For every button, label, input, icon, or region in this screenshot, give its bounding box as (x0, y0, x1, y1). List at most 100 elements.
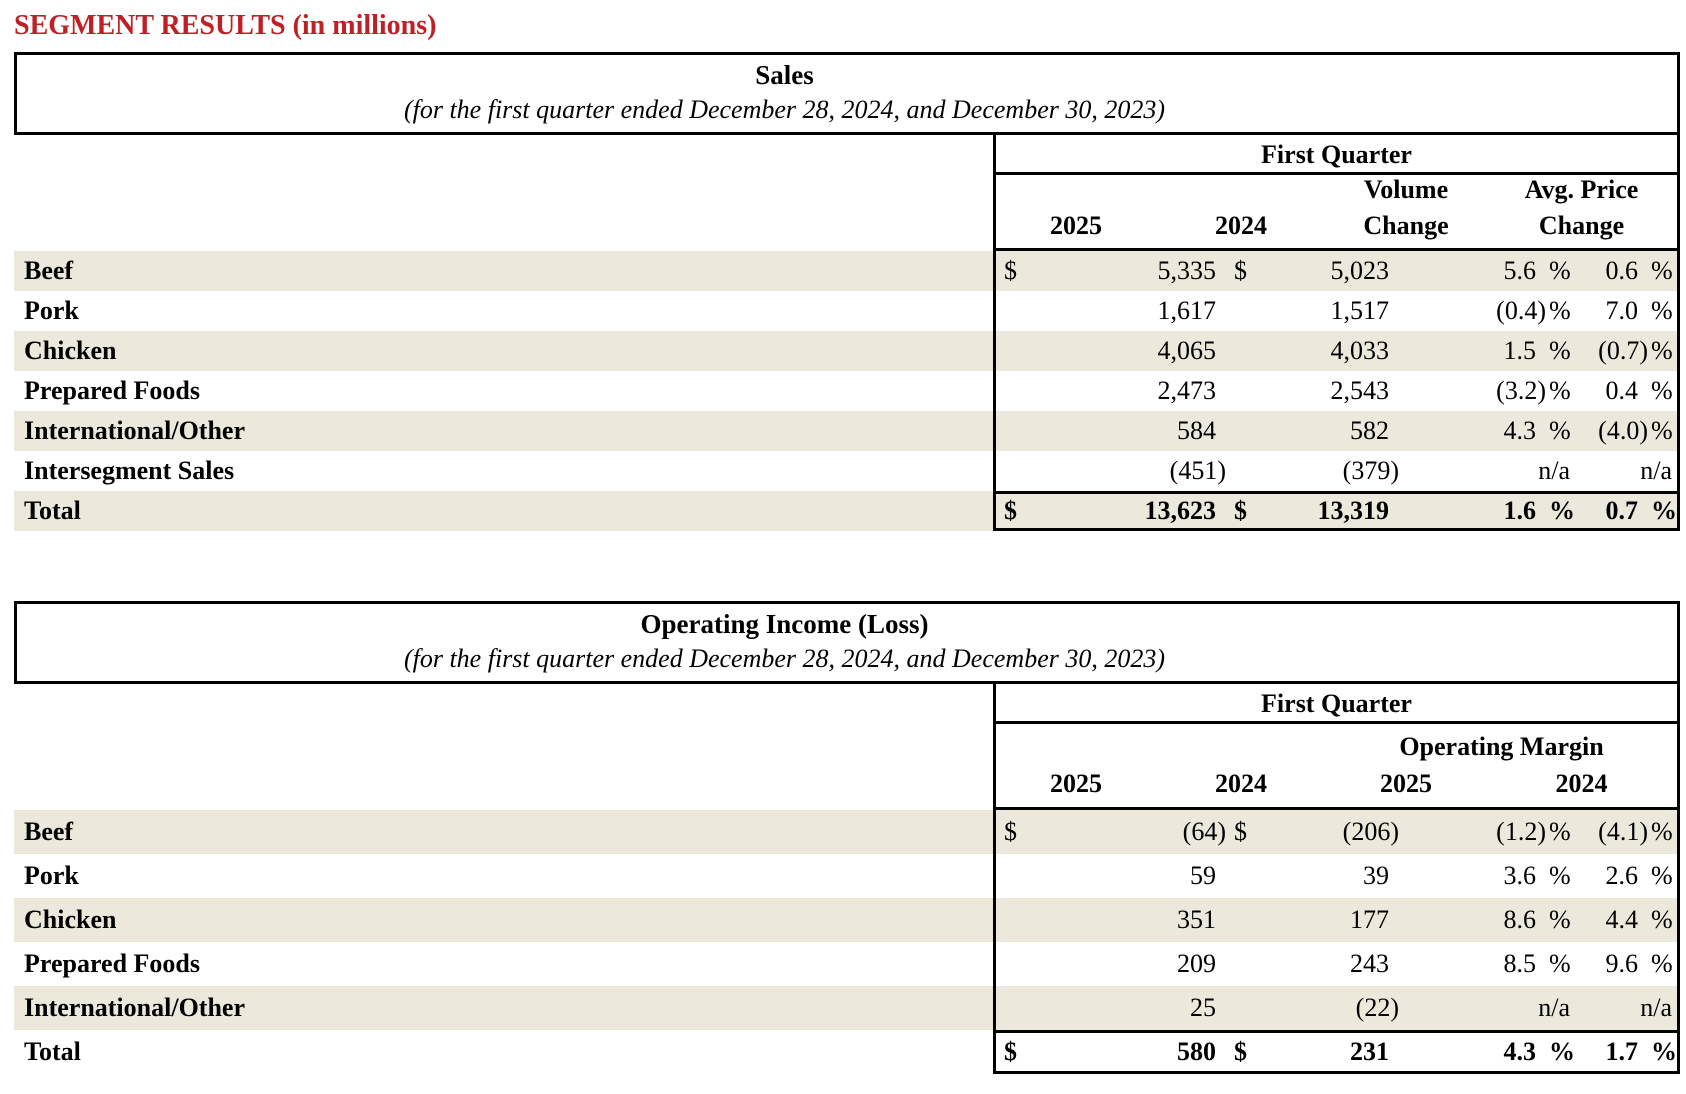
cell-value: 0.6 (1605, 256, 1639, 285)
segment-row: Beef $ (64) $ (206) (1.2)% (4.1)% (14, 810, 1680, 854)
column-header-2025-income: 2025 (1050, 769, 1102, 798)
cell-value: 2,543 (1330, 376, 1390, 405)
cell-c3: n/a (1401, 451, 1575, 491)
percent-sign: % (1549, 296, 1571, 325)
cell-c1: 4,065 (996, 331, 1228, 371)
percent-sign: % (1549, 416, 1571, 445)
operating-year-header-row: 2025 2024 2025 2024 (14, 766, 1680, 810)
cell-c2: 2,543 (1228, 371, 1401, 411)
cell-c4: 1.7% (1575, 1033, 1678, 1071)
cell-c3: (3.2)% (1401, 371, 1575, 411)
cell-c3: 3.6% (1401, 854, 1575, 898)
column-header-2025-margin: 2025 (1380, 769, 1432, 798)
cell-value: 8.6 (1503, 905, 1537, 934)
operating-income-table: Operating Income (Loss) (for the first q… (14, 601, 1680, 1074)
cell-value: 0.4 (1605, 376, 1639, 405)
row-values: (451) (379) n/a n/a (993, 451, 1680, 491)
cell-value: 0.7 (1605, 496, 1639, 525)
percent-sign: % (1549, 861, 1571, 890)
cell-value: 584 (1177, 416, 1216, 445)
segment-row: Intersegment Sales (451) (379) n/a n/a (14, 451, 1680, 491)
row-values: $5,335 $5,023 5.6% 0.6% (993, 251, 1680, 291)
cell-value: 209 (1177, 949, 1216, 978)
cell-c3: 8.6% (1401, 898, 1575, 942)
cell-c1: 25 (996, 986, 1228, 1030)
cell-c3: 8.5% (1401, 942, 1575, 986)
percent-sign: % (1651, 296, 1673, 325)
percent-sign: % (1651, 1037, 1677, 1066)
currency-symbol: $ (1234, 817, 1247, 846)
cell-value: 39 (1363, 861, 1389, 890)
percent-sign: % (1549, 817, 1571, 846)
currency-symbol: $ (1234, 1037, 1247, 1066)
cell-c4: 7.0% (1575, 291, 1677, 331)
cell-c1: 584 (996, 411, 1228, 451)
cell-value: (4.1) (1598, 817, 1648, 846)
currency-symbol: $ (1004, 1037, 1017, 1066)
currency-symbol: $ (1004, 256, 1017, 285)
row-label: Beef (24, 817, 74, 846)
segment-row: Prepared Foods 209 243 8.5% 9.6% (14, 942, 1680, 986)
cell-value: 8.5 (1503, 949, 1537, 978)
cell-c2: $5,023 (1228, 251, 1401, 291)
cell-value: 1.6 (1503, 496, 1537, 525)
first-quarter-header: First Quarter (1261, 139, 1412, 169)
cell-value: 5.6 (1503, 256, 1537, 285)
cell-value: 25 (1190, 993, 1216, 1022)
operating-margin-header: Operating Margin (1399, 732, 1604, 761)
percent-sign: % (1549, 905, 1571, 934)
cell-c4: n/a (1575, 451, 1677, 491)
segment-row: Chicken 4,065 4,033 1.5% (0.7)% (14, 331, 1680, 371)
cell-value: (0.7) (1598, 336, 1648, 365)
row-values: 2,473 2,543 (3.2)% 0.4% (993, 371, 1680, 411)
cell-c4: 9.6% (1575, 942, 1677, 986)
row-values: 209 243 8.5% 9.6% (993, 942, 1680, 986)
percent-sign: % (1549, 496, 1575, 525)
cell-value: (3.2) (1496, 376, 1546, 405)
cell-value: 4,033 (1330, 336, 1390, 365)
cell-c3: 4.3% (1401, 411, 1575, 451)
percent-sign: % (1549, 336, 1571, 365)
column-header-2024-margin: 2024 (1555, 769, 1608, 798)
segment-row: International/Other 25 (22) n/a n/a (14, 986, 1680, 1030)
cell-c1: 351 (996, 898, 1228, 942)
percent-sign: % (1549, 256, 1571, 285)
cell-value: 2,473 (1157, 376, 1217, 405)
segment-row: Chicken 351 177 8.6% 4.4% (14, 898, 1680, 942)
segment-row: Beef $5,335 $5,023 5.6% 0.6% (14, 251, 1680, 291)
sales-first-quarter-row: First Quarter (14, 135, 1680, 175)
row-values: 584 582 4.3% (4.0)% (993, 411, 1680, 451)
cell-value: (206) (1342, 817, 1399, 846)
cell-c3: 1.6% (1401, 494, 1576, 528)
first-quarter-header: First Quarter (1261, 688, 1412, 718)
row-values: $580 $231 4.3% 1.7% (993, 1030, 1680, 1074)
cell-value: (379) (1342, 456, 1399, 485)
percent-sign: % (1651, 416, 1673, 445)
cell-c2: (379) (1228, 451, 1401, 491)
cell-c4: 0.6% (1575, 251, 1677, 291)
cell-value: 4.4 (1605, 905, 1639, 934)
cell-value: 231 (1350, 1037, 1389, 1066)
cell-value: 580 (1177, 1037, 1216, 1066)
column-header-2025: 2025 (1050, 211, 1102, 240)
row-label: Prepared Foods (24, 949, 200, 978)
percent-sign: % (1549, 376, 1571, 405)
cell-c3: (1.2)% (1401, 810, 1575, 854)
cell-value: (64) (1182, 817, 1226, 846)
segment-row: Prepared Foods 2,473 2,543 (3.2)% 0.4% (14, 371, 1680, 411)
cell-c1: 1,617 (996, 291, 1228, 331)
cell-c4: (0.7)% (1575, 331, 1677, 371)
row-label: International/Other (24, 416, 245, 445)
row-values: $13,623 $13,319 1.6% 0.7% (993, 491, 1680, 531)
row-label: Total (24, 496, 81, 525)
cell-value: 177 (1350, 905, 1389, 934)
cell-c1: (451) (996, 451, 1228, 491)
cell-c4: (4.1)% (1575, 810, 1677, 854)
percent-sign: % (1651, 496, 1677, 525)
cell-value: 243 (1350, 949, 1389, 978)
cell-c2: 4,033 (1228, 331, 1401, 371)
sales-title: Sales (755, 60, 814, 90)
row-label: Intersegment Sales (24, 456, 235, 485)
column-header-volume-change: Volume Change (1363, 175, 1449, 240)
